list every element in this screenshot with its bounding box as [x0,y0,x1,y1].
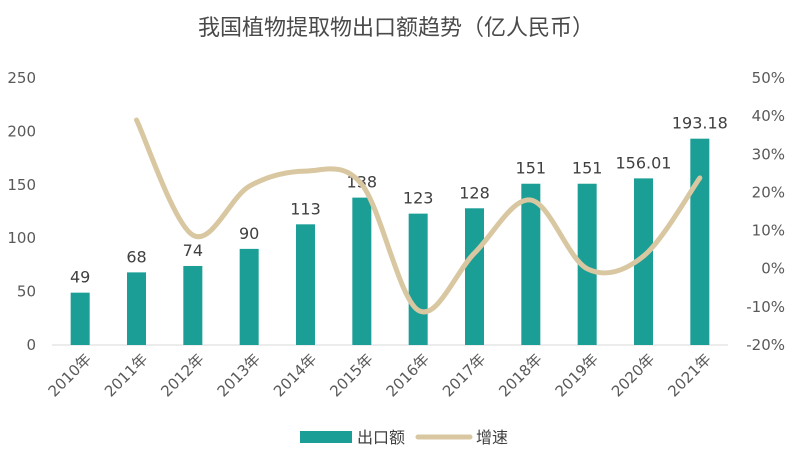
bar-series [70,138,710,345]
y-right-tick-7: 50% [752,69,785,87]
bar-10 [634,178,653,345]
bar-label-0: 49 [70,268,90,287]
y-right-tick-2: 0% [761,260,785,278]
x-tick-8: 2018年 [495,350,545,400]
y-axis-left: 0 50 100 150 200 250 [7,69,36,354]
x-tick-2: 2012年 [157,350,207,400]
bar-label-6: 123 [403,189,434,208]
y-right-tick-6: 40% [752,107,785,125]
line-series [134,117,703,315]
bar-2 [183,265,203,345]
y-left-tick-2: 100 [7,229,36,247]
bar-0 [70,292,90,345]
y-left-tick-1: 50 [17,283,36,301]
x-tick-6: 2016年 [383,350,433,400]
bar-label-8: 151 [516,159,547,178]
bar-4 [296,224,315,345]
bar-label-4: 113 [290,199,321,218]
bar-label-7: 128 [459,183,490,202]
bar-label-10: 156.01 [616,153,672,172]
y-left-tick-4: 200 [7,122,36,140]
bar-label-1: 68 [126,247,146,266]
y-right-tick-1: -10% [746,298,785,316]
bar-11 [690,138,710,345]
legend-label-line: 增速 [476,428,508,447]
chart-title: 我国植物提取物出口额趋势（亿人民币） [197,16,594,41]
growth-line [134,117,703,315]
y-left-tick-5: 250 [7,69,36,87]
legend: 出口额 增速 [300,428,508,447]
bar-3 [239,248,259,345]
bar-6 [408,213,428,345]
x-axis-ticks: 2010年 2011年 2012年 2013年 2014年 2015年 2016年 2017年… [45,350,715,400]
y-left-tick-3: 150 [7,176,36,194]
x-tick-9: 2019年 [552,350,602,400]
y-axis-right: -20% -10% 0% 10% 20% 30% 40% 50% [746,69,785,354]
x-tick-5: 2015年 [326,350,376,400]
x-tick-11: 2021年 [664,350,714,400]
x-tick-1: 2011年 [101,350,151,400]
y-right-tick-4: 20% [752,183,785,201]
x-tick-10: 2020年 [608,350,658,400]
bar-1 [127,272,146,345]
bar-7 [465,208,484,345]
y-right-tick-5: 30% [752,145,785,163]
y-left-tick-0: 0 [26,336,36,354]
bar-9 [577,183,597,345]
x-tick-3: 2013年 [214,350,264,400]
bar-8 [521,183,541,345]
bar-label-11: 193.18 [672,114,728,133]
x-tick-4: 2014年 [270,350,320,400]
y-right-tick-3: 10% [752,222,785,240]
legend-label-bar: 出口额 [357,428,405,447]
x-tick-7: 2017年 [439,350,489,400]
bar-5 [352,197,372,345]
y-right-tick-0: -20% [746,336,785,354]
bar-label-3: 90 [239,224,259,243]
bar-label-9: 151 [572,159,603,178]
x-tick-0: 2010年 [45,350,95,400]
legend-swatch-bar [300,431,352,443]
bar-label-2: 74 [183,241,203,260]
